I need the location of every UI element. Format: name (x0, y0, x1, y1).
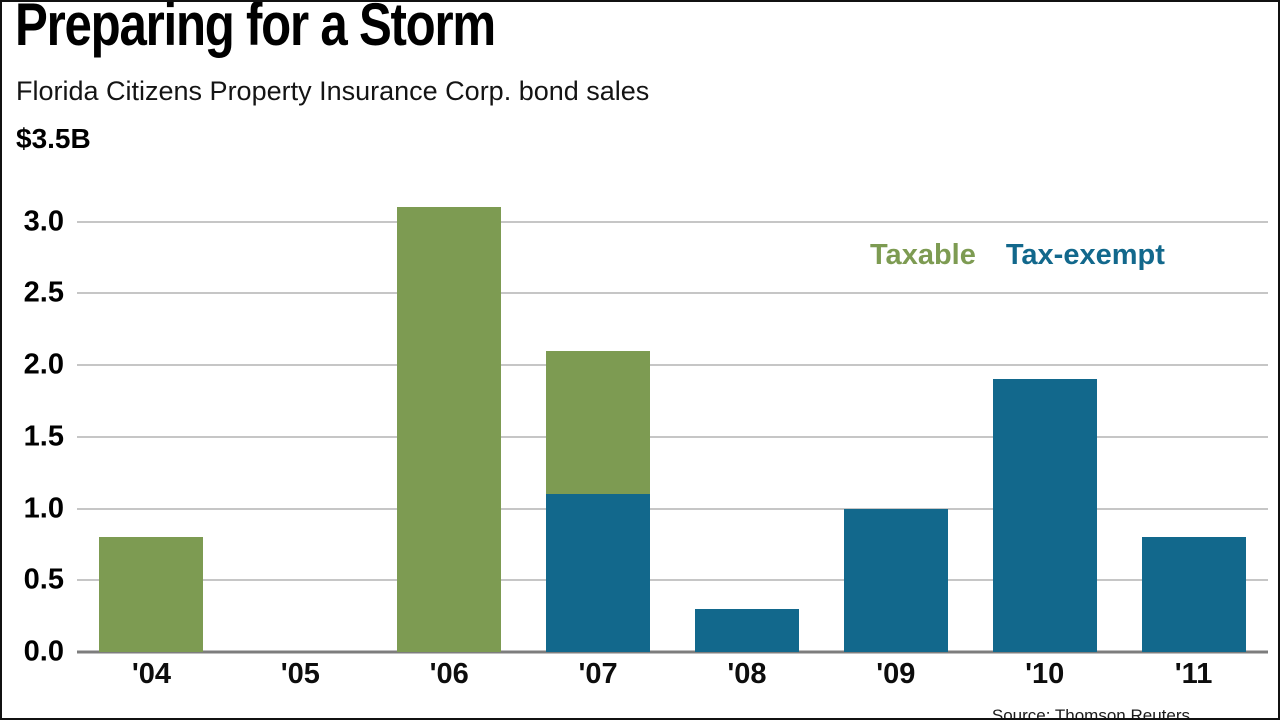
chart-title: Preparing for a Storm (15, 0, 496, 58)
x-tick-label: '07 (578, 658, 618, 690)
bar-tax-exempt-09 (844, 508, 948, 652)
gridline (77, 435, 1268, 438)
y-tick-label: 2.0 (23, 348, 64, 381)
x-tick-label: '04 (131, 658, 172, 690)
y-tick-label: 1.0 (23, 492, 64, 525)
y-tick-label: 0.0 (23, 635, 64, 668)
y-axis: 3.0 2.5 2.0 1.5 1.0 0.5 0.0 (2, 150, 70, 666)
bar-tax-exempt-08 (695, 608, 799, 652)
bar-tax-exempt-10 (993, 379, 1097, 652)
bar-taxable-04 (99, 537, 203, 652)
y-tick-label: 1.5 (23, 420, 64, 453)
gridline (77, 292, 1268, 295)
gridline (77, 507, 1268, 510)
legend-label-taxable: Taxable (870, 239, 976, 271)
x-tick-label: '09 (876, 658, 916, 690)
bar-taxable-07 (546, 350, 650, 495)
x-axis-baseline (77, 650, 1268, 654)
x-tick-label: '08 (727, 658, 767, 690)
y-axis-max-label: $3.5B (16, 123, 91, 154)
y-tick-label: 2.5 (23, 276, 64, 309)
gridline (77, 364, 1268, 367)
gridline (77, 579, 1268, 582)
x-tick-label: '05 (280, 658, 320, 690)
x-tick-label: '10 (1025, 658, 1065, 690)
bar-tax-exempt-11 (1142, 537, 1246, 652)
chart-legend: Taxable Tax-exempt (870, 239, 1165, 272)
x-tick-label: '11 (1174, 658, 1213, 690)
x-tick-label: '06 (429, 658, 469, 690)
y-tick-label: 0.5 (23, 563, 64, 596)
source-credit: Source: Thomson Reuters (991, 705, 1190, 720)
bar-tax-exempt-07 (546, 494, 650, 652)
chart-subtitle: Florida Citizens Property Insurance Corp… (16, 76, 650, 106)
bar-taxable-06 (397, 207, 501, 652)
legend-label-tax-exempt: Tax-exempt (1005, 239, 1165, 271)
x-axis: '04 '05 '06 '07 '08 '09 '10 '11 (77, 652, 1268, 702)
plot-area (77, 150, 1268, 654)
chart-area: 3.0 2.5 2.0 1.5 1.0 0.5 0.0 '04 '05 '06 '07 '08 '09… (2, 150, 1278, 690)
y-tick-label: 3.0 (23, 205, 64, 238)
gridline (77, 220, 1268, 223)
